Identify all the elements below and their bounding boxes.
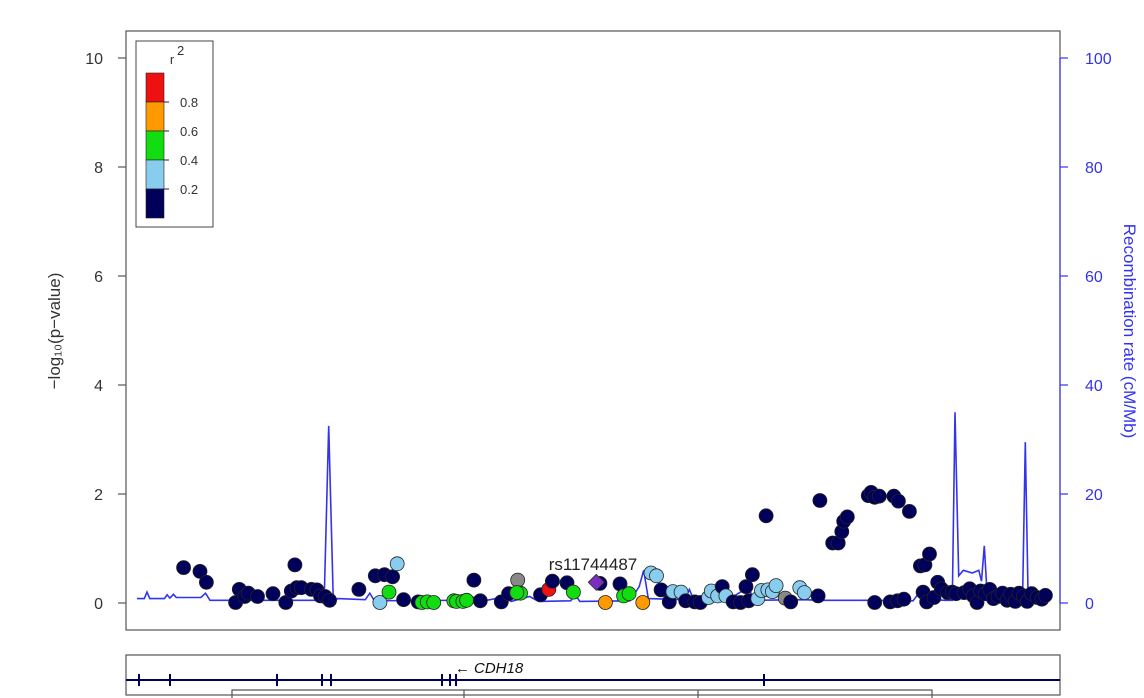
legend: r 2 0.8 0.6 0.4 0.2 xyxy=(135,40,214,228)
snp-point xyxy=(509,585,525,600)
snp-point xyxy=(265,586,281,602)
snp-point xyxy=(250,589,265,604)
y-tick-label-right: 40 xyxy=(1085,378,1103,395)
y-tick-label-right: 80 xyxy=(1085,160,1103,177)
snp-point xyxy=(896,591,912,607)
snp-point xyxy=(396,592,412,608)
snp-point xyxy=(867,595,883,610)
snp-point xyxy=(381,584,397,600)
snp-point xyxy=(192,564,208,579)
snp-point xyxy=(426,595,442,610)
snp-points xyxy=(176,484,1053,610)
legend-title-superscript: 2 xyxy=(177,43,184,58)
snp-point xyxy=(758,508,774,524)
legend-bin xyxy=(145,159,165,190)
legend-label: 0.8 xyxy=(180,95,198,110)
gene-exons xyxy=(138,674,765,686)
legend-label: 0.6 xyxy=(180,124,198,139)
y-tick-label: 2 xyxy=(94,487,103,504)
lead-snp-marker xyxy=(587,573,605,591)
snp-point xyxy=(922,546,937,562)
y-axis-label: −log₁₀(p−value) xyxy=(45,273,64,390)
snp-point xyxy=(891,493,906,509)
legend-label: 0.2 xyxy=(180,182,198,197)
gene-track: ← CDH18 xyxy=(125,654,1061,698)
y-tick-label: 4 xyxy=(94,378,103,395)
lower-panel-edges xyxy=(231,689,933,698)
snp-point xyxy=(783,594,799,610)
y-axis-label-right: Recombination rate (cM/Mb) xyxy=(1120,224,1139,438)
snp-point xyxy=(1038,588,1053,603)
y-tick-label: 6 xyxy=(94,269,103,286)
snp-point xyxy=(738,579,754,594)
legend-bin xyxy=(145,72,165,103)
snp-point xyxy=(287,557,303,573)
legend-bin xyxy=(145,101,165,132)
snp-point xyxy=(510,572,526,588)
lead-snp xyxy=(587,573,605,591)
snp-point xyxy=(635,595,651,610)
snp-point xyxy=(871,488,887,504)
gene-track-frame xyxy=(125,654,1061,696)
snp-point xyxy=(649,568,664,584)
snp-point xyxy=(351,582,367,597)
snp-point xyxy=(459,592,475,608)
gene-name: CDH18 xyxy=(474,660,524,677)
snp-point xyxy=(472,593,488,609)
snp-point xyxy=(389,556,405,572)
snp-point xyxy=(566,584,581,600)
legend-title: r xyxy=(170,52,175,67)
snp-point xyxy=(768,578,784,593)
y-tick-label-right: 100 xyxy=(1085,51,1112,68)
snp-point xyxy=(745,567,760,583)
left-y-axis: 0 2 4 6 8 10 xyxy=(85,51,126,613)
y-tick-label-right: 20 xyxy=(1085,487,1103,504)
legend-labels: 0.8 0.6 0.4 0.2 xyxy=(164,95,198,197)
gene-arrow: ← xyxy=(455,660,470,677)
y-tick-label-right: 60 xyxy=(1085,269,1103,286)
snp-point xyxy=(797,585,812,600)
snp-point xyxy=(839,509,855,525)
legend-color-bins xyxy=(145,72,165,219)
y-tick-label: 0 xyxy=(94,596,103,613)
snp-point xyxy=(902,503,917,519)
y-tick-label-right: 0 xyxy=(1085,596,1094,613)
right-y-axis: 0 20 40 60 80 100 xyxy=(1059,51,1112,613)
snp-point xyxy=(466,572,482,588)
snp-point xyxy=(545,573,560,589)
snp-point xyxy=(385,569,401,585)
lead-snp-label: rs11744487 xyxy=(549,555,638,574)
snp-point xyxy=(621,586,637,602)
snp-point xyxy=(598,595,613,610)
snp-point xyxy=(322,592,338,608)
legend-label: 0.4 xyxy=(180,153,198,168)
snp-point xyxy=(372,595,388,610)
y-tick-label: 8 xyxy=(94,160,103,177)
snp-point xyxy=(198,574,214,590)
snp-point xyxy=(176,560,192,575)
y-tick-label: 10 xyxy=(85,51,103,68)
legend-bin xyxy=(145,188,165,219)
snp-point xyxy=(810,588,826,604)
snp-point xyxy=(812,493,828,508)
plot-frame xyxy=(125,30,1061,631)
legend-bin xyxy=(145,130,165,161)
